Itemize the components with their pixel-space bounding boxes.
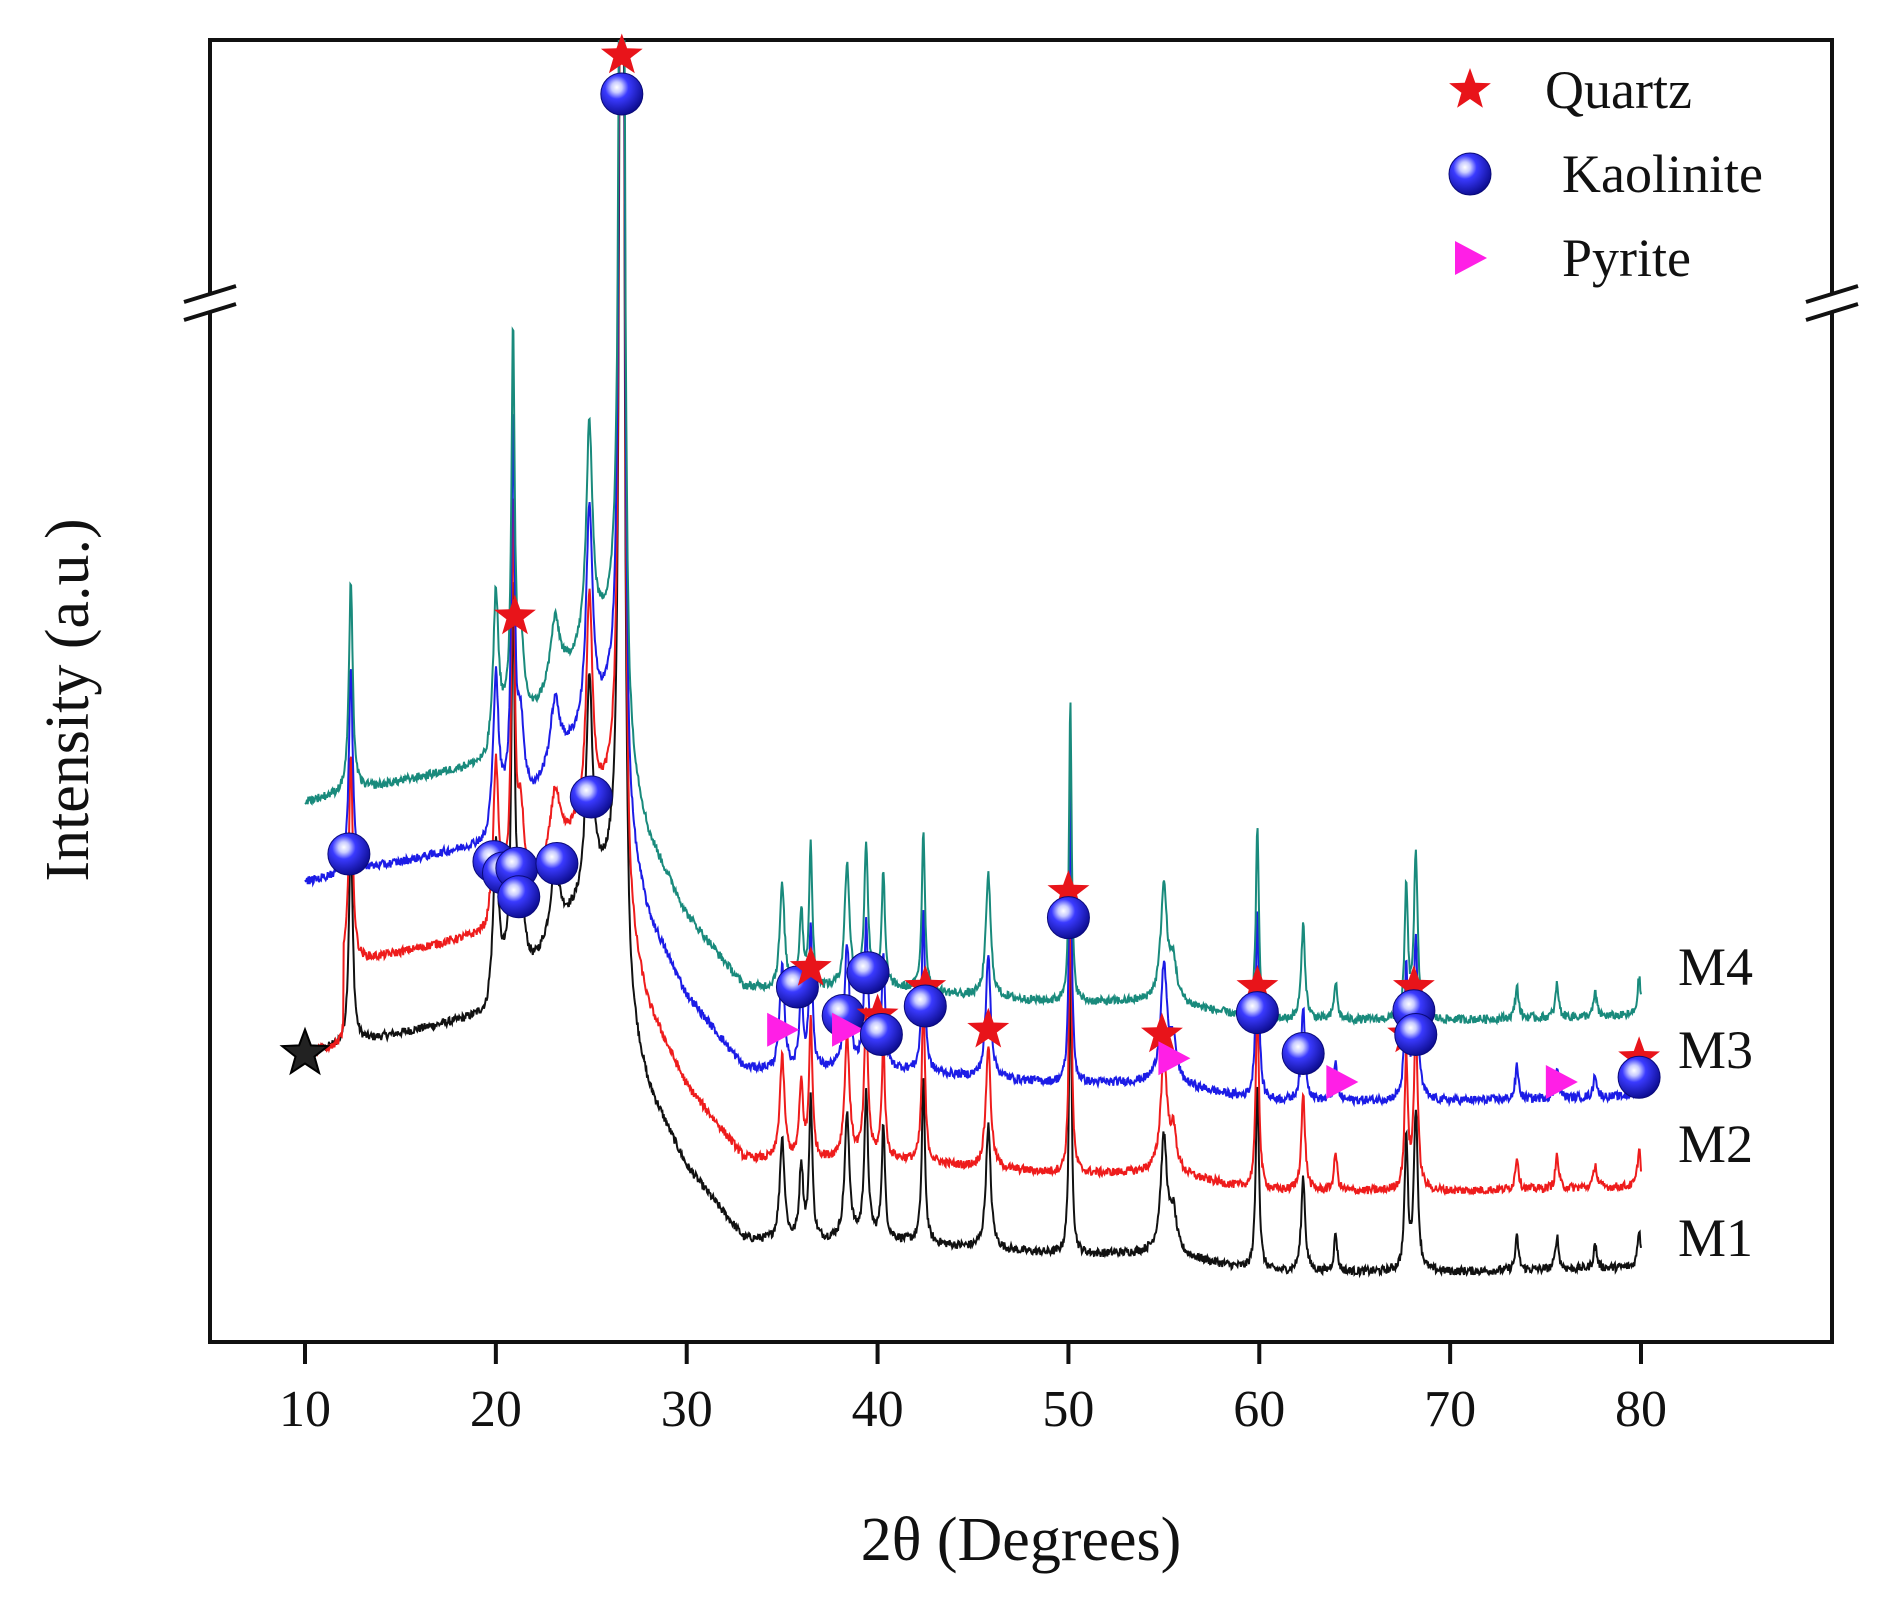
kaolinite-marker-19 <box>903 984 947 1028</box>
legend-label-quartz: Quartz <box>1545 60 1692 120</box>
quartz-marker-23 <box>1141 1012 1183 1053</box>
x-tick-label-10: 10 <box>279 1381 331 1438</box>
legend-kaolinite-icon <box>1448 152 1492 196</box>
pyrite-marker-14 <box>832 1012 865 1047</box>
legend-pyrite-icon <box>1455 241 1487 275</box>
quartz-marker-21 <box>1047 870 1090 910</box>
x-tick-label-40: 40 <box>852 1381 904 1438</box>
kaolinite-marker-32 <box>1394 1013 1438 1056</box>
axis-break-gap-right <box>1826 293 1838 313</box>
quartz-start-marker-36 <box>279 1026 331 1076</box>
pyrite-marker-28 <box>1326 1065 1359 1099</box>
sample-label-m2: M2 <box>1678 1114 1753 1174</box>
kaolinite-marker-17 <box>859 1013 903 1056</box>
kaolinite-marker-15 <box>846 951 890 995</box>
axis-break-mark-right-1 <box>1805 302 1859 322</box>
kaolinite-marker-4 <box>497 875 541 919</box>
x-tick-label-50: 50 <box>1042 1381 1094 1438</box>
series-line-m1 <box>304 40 1642 1279</box>
kaolinite-marker-7 <box>569 775 613 819</box>
x-tick-label-60: 60 <box>1233 1381 1285 1438</box>
x-tick-label-30: 30 <box>661 1381 713 1438</box>
pyrite-marker-24 <box>1158 1041 1191 1076</box>
legend: Quartz Kaolinite Pyrite <box>1448 60 1763 288</box>
quartz-marker-20 <box>967 1007 1010 1048</box>
pyrite-marker-33 <box>1545 1065 1578 1099</box>
sample-labels: M1 M2 M3 M4 <box>1678 937 1753 1268</box>
phase-markers <box>279 33 1661 1099</box>
quartz-marker-30 <box>1393 965 1435 1005</box>
kaolinite-marker-26 <box>1235 991 1279 1035</box>
sample-label-m3: M3 <box>1678 1020 1753 1080</box>
axis-break-mark-right-0 <box>1805 284 1859 304</box>
legend-quartz-icon <box>1449 68 1491 108</box>
kaolinite-marker-22 <box>1046 896 1090 940</box>
quartz-marker-11 <box>789 946 832 986</box>
kaolinite-marker-0 <box>327 832 371 876</box>
axis-break-mark-left-0 <box>183 284 237 304</box>
pyrite-marker-12 <box>767 1012 800 1047</box>
plot-frame <box>208 38 1834 1344</box>
axis-break-mark-left-1 <box>183 302 237 322</box>
legend-label-pyrite: Pyrite <box>1562 228 1691 288</box>
quartz-marker-25 <box>1236 965 1279 1005</box>
sample-label-m1: M1 <box>1678 1208 1753 1268</box>
kaolinite-marker-9 <box>600 72 644 116</box>
kaolinite-marker-35 <box>1617 1055 1661 1099</box>
series-line-m3 <box>304 40 1642 1108</box>
y-axis-title: Intensity (a.u.) <box>34 518 102 881</box>
series-layer <box>304 40 1642 1279</box>
sample-label-m4: M4 <box>1678 937 1753 997</box>
kaolinite-marker-27 <box>1281 1032 1325 1075</box>
series-line-m4 <box>304 40 1642 1026</box>
x-axis-title: 2θ (Degrees) <box>861 1506 1182 1574</box>
x-tick-label-80: 80 <box>1615 1381 1667 1438</box>
kaolinite-marker-5 <box>535 842 579 885</box>
quartz-marker-6 <box>494 594 536 635</box>
x-tick-label-20: 20 <box>470 1381 522 1438</box>
legend-label-kaolinite: Kaolinite <box>1562 144 1763 204</box>
quartz-marker-8 <box>600 33 643 74</box>
axis-break <box>183 284 1859 322</box>
x-tick-label-70: 70 <box>1424 1381 1476 1438</box>
x-axis: 10 20 30 40 50 60 70 80 <box>279 1342 1667 1438</box>
axis-break-gap-left <box>204 293 216 313</box>
